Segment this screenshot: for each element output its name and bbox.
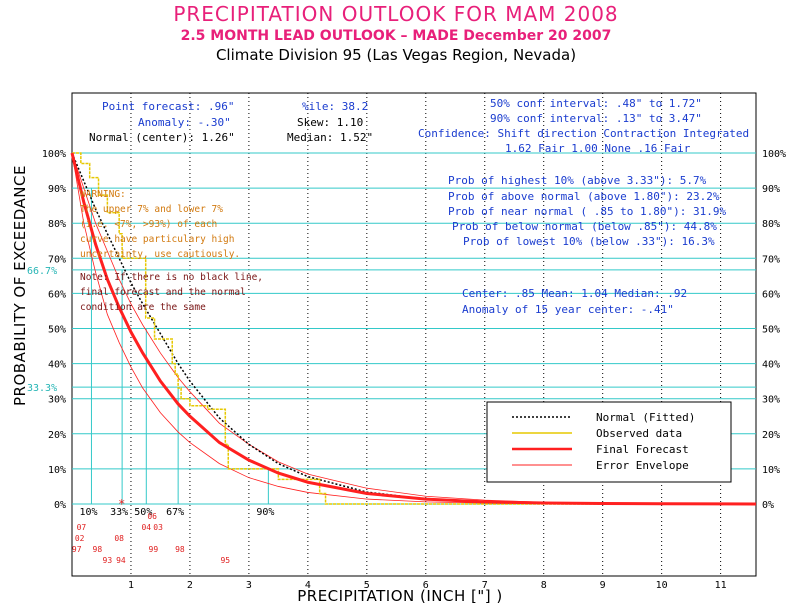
percentile-label: 90% <box>256 507 274 518</box>
warning-text: WARNING: The upper 7% and lower 7% (i.e.… <box>80 187 240 262</box>
prob-near: Prob of near normal ( .85 to 1.80"): 31.… <box>448 205 727 218</box>
prob-below: Prob of below normal (below .85"): 44.8% <box>452 220 717 233</box>
year-label: 95 <box>220 556 230 565</box>
page-subtitle: 2.5 MONTH LEAD OUTLOOK – MADE December 2… <box>180 28 612 44</box>
x-tick-label: 1 <box>128 580 134 591</box>
year-label: 06 <box>147 512 157 521</box>
note-line: Note: If there is no black line, <box>80 272 264 283</box>
legend-box <box>486 401 732 483</box>
series-final-forecast <box>70 152 757 506</box>
y-tick-label-left: 40% <box>48 360 66 371</box>
normal-center: Normal (center): 1.26" <box>89 131 235 144</box>
y-tick-label-left: 20% <box>48 430 66 441</box>
y-tick-label-left: 10% <box>48 465 66 476</box>
x-axis-label: PRECIPITATION (INCH ["] ) <box>297 587 503 605</box>
y-tick-label-right: 100% <box>762 149 786 160</box>
point-forecast: Point forecast: .96" <box>102 100 235 113</box>
percentile-label: 50% <box>134 507 152 518</box>
year-label: 98 <box>175 545 185 554</box>
warning-line: curve have particulary high <box>80 234 235 245</box>
confidence-header: Confidence: Shift direction Contraction … <box>418 127 750 140</box>
center-anomaly: Anomaly of 15 year center: -.41" <box>462 303 674 316</box>
y-tick-label-left: 30% <box>48 395 66 406</box>
x-tick-label: 10 <box>656 580 668 591</box>
legend-label: Error Envelope <box>596 459 689 472</box>
y-tick-label-left: 90% <box>48 184 66 195</box>
note-line: condition are the same <box>80 302 206 313</box>
median: Median: 1.52" <box>287 131 374 144</box>
y-tick-label-right: 90% <box>762 184 780 195</box>
percentile-label: 10% <box>79 507 97 518</box>
legend-label: Normal (Fitted) <box>596 411 695 424</box>
year-label: 93 <box>103 556 113 565</box>
y-tick-label-right: 20% <box>762 430 780 441</box>
center-stats: Center: .85 Mean: 1.04 Median: .92 <box>462 287 688 300</box>
y-tick-label-left: 0% <box>54 500 66 511</box>
y-axis-label: PROBABILITY OF EXCEEDANCE <box>11 165 29 406</box>
year-label: 97 <box>72 545 82 554</box>
year-label: 04 <box>141 523 151 532</box>
confidence-values: 1.62 Fair 1.00 None .16 Fair <box>505 142 691 155</box>
year-label: 94 <box>116 556 126 565</box>
x-tick-label: 6 <box>423 580 429 591</box>
legend-label: Observed data <box>596 427 682 440</box>
tercile-label: 66.7% <box>27 266 57 277</box>
percentile: %ile: 38.2 <box>302 100 369 113</box>
year-label: 98 <box>93 545 103 554</box>
y-tick-label-right: 80% <box>762 219 780 230</box>
x-tick-label: 7 <box>482 580 488 591</box>
anomaly: Anomaly: -.30" <box>138 116 231 129</box>
prob-above: Prob of above normal (above 1.80"): 23.2… <box>448 190 720 203</box>
note-text: Note: If there is no black line, final f… <box>80 270 263 315</box>
year-label: 99 <box>149 545 159 554</box>
y-tick-label-left: 60% <box>48 289 66 300</box>
x-tick-label: 11 <box>715 580 727 591</box>
y-tick-label-right: 60% <box>762 289 780 300</box>
tercile-label: 33.3% <box>27 383 57 394</box>
prob-lowest: Prob of lowest 10% (below .33"): 16.3% <box>463 235 715 248</box>
page-title: PRECIPITATION OUTLOOK FOR MAM 2008 <box>173 2 619 26</box>
skew: Skew: 1.10 <box>297 116 364 129</box>
x-tick-label: 8 <box>541 580 547 591</box>
conf-50: 50% conf interval: .48" to 1.72" <box>490 97 702 110</box>
percentile-label: 33% <box>110 507 128 518</box>
year-label: 08 <box>114 534 124 543</box>
y-tick-label-right: 10% <box>762 465 780 476</box>
x-tick-label: 4 <box>305 580 311 591</box>
y-tick-label-left: 100% <box>42 149 66 160</box>
region-title: Climate Division 95 (Las Vegas Region, N… <box>215 46 577 64</box>
prob-highest: Prob of highest 10% (above 3.33"): 5.7% <box>448 174 707 187</box>
x-tick-label: 5 <box>364 580 370 591</box>
note-line: final forecast and the normal <box>80 287 246 298</box>
y-tick-label-right: 70% <box>762 254 780 265</box>
y-tick-label-right: 30% <box>762 395 780 406</box>
warning-line: The upper 7% and lower 7% <box>80 204 223 215</box>
y-tick-label-left: 80% <box>48 219 66 230</box>
warning-line: uncertainty, use cautiously. <box>80 249 241 260</box>
y-tick-label-right: 50% <box>762 325 780 336</box>
conf-90: 90% conf interval: .13" to 3.47" <box>490 112 702 125</box>
forecast-marker: * <box>118 497 125 511</box>
y-tick-label-right: 40% <box>762 360 780 371</box>
x-tick-label: 2 <box>187 580 193 591</box>
y-tick-label-right: 0% <box>762 500 774 511</box>
legend-label: Final Forecast <box>596 443 689 456</box>
y-tick-label-left: 50% <box>48 325 66 336</box>
y-tick-label-left: 70% <box>48 254 66 265</box>
year-label: 02 <box>75 534 85 543</box>
outer-frame <box>71 92 757 577</box>
warning-line: (i.e. <7%, >93%) of each <box>80 219 218 230</box>
x-tick-label: 3 <box>246 580 252 591</box>
series-observed-data <box>72 152 756 505</box>
percentile-label: 67% <box>166 507 184 518</box>
series-normal-fitted- <box>71 152 757 505</box>
x-tick-label: 9 <box>600 580 606 591</box>
year-label: 07 <box>77 523 87 532</box>
year-label: 03 <box>153 523 163 532</box>
warning-line: WARNING: <box>80 189 126 200</box>
